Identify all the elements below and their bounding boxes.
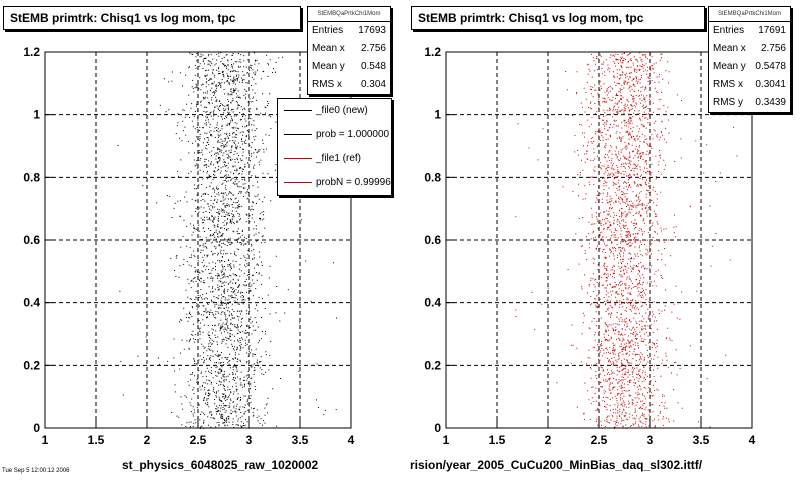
y-tick-label: 0.4 — [23, 296, 40, 310]
stats-row-mean-y: Mean y 0.548 — [312, 61, 386, 72]
y-tick-label: 0.2 — [23, 358, 40, 372]
stats-header: StEMBQaPrtkChi1Mom — [308, 7, 390, 22]
scatter-points — [515, 52, 738, 429]
legend-entry-file0: _file0 (new) — [278, 99, 391, 123]
x-tick-label: 3 — [647, 433, 654, 447]
stats-row-entries: Entries 17693 — [312, 25, 386, 36]
stats-row-rms-x: RMS x 0.3041 — [713, 79, 786, 90]
stats-row-mean-x: Mean x 2.756 — [713, 43, 786, 54]
stats-row-mean-y: Mean y 0.5478 — [713, 61, 786, 72]
y-tick-label: 1.2 — [424, 45, 441, 59]
stats-row-rms-x: RMS x 0.304 — [312, 79, 386, 90]
stats-header: StEMBQaPrtkChi1Mom — [709, 7, 790, 22]
y-tick-label: 0.8 — [23, 170, 40, 184]
stats-row-mean-x: Mean x 2.756 — [312, 43, 386, 54]
x-tick-label: 1.5 — [489, 433, 506, 447]
y-tick-label: 0.6 — [23, 233, 40, 247]
y-tick-label: 0 — [434, 421, 441, 435]
legend-entry-file1: _file1 (ref) — [278, 147, 391, 171]
x-tick-label: 2.5 — [190, 433, 207, 447]
chart-title: StEMB primtrk: Chisq1 vs log mom, tpc — [411, 6, 705, 30]
x-tick-label: 2.5 — [591, 433, 608, 447]
stats-box: StEMBQaPrtkChi1Mom Entries 17693 Mean x 2.… — [307, 6, 391, 95]
stats-row-entries: Entries 17691 — [713, 25, 786, 36]
x-tick-label: 3.5 — [292, 433, 309, 447]
legend: _file0 (new) prob = 1.000000 _file1 (ref… — [277, 98, 392, 196]
axis-ticks: 1 1.5 2 2.5 3 3.5 4 0 0.2 0.4 0.6 0.8 1 1.2 — [23, 45, 354, 447]
left-pad: 1 1.5 2 2.5 3 3.5 4 0 0.2 0.4 0.6 0.8 1 1.2 StEMB pri… — [3, 6, 392, 472]
x-tick-label: 3 — [246, 433, 253, 447]
x-tick-label: 4 — [348, 433, 355, 447]
x-tick-label: 3.5 — [693, 433, 710, 447]
y-tick-label: 1 — [33, 108, 40, 122]
right-pad: 1 1.5 2 2.5 3 3.5 4 0 0.2 0.4 0.6 0.8 1 1.2 StEMB pri… — [400, 0, 800, 480]
x-axis-label: rision/year_2005_CuCu200_MinBias_daq_sl3… — [410, 458, 703, 472]
x-tick-label: 2 — [545, 433, 552, 447]
x-tick-label: 1 — [443, 433, 450, 447]
y-tick-label: 0.8 — [424, 170, 441, 184]
x-tick-label: 2 — [144, 433, 151, 447]
y-tick-label: 0.6 — [424, 233, 441, 247]
y-tick-label: 0 — [33, 421, 40, 435]
legend-entry-prob: prob = 1.000000 — [278, 123, 391, 147]
x-tick-label: 4 — [749, 433, 756, 447]
x-axis-label: st_physics_6048025_raw_1020002 — [122, 458, 319, 472]
scatter-point-cloud — [515, 52, 738, 429]
y-tick-label: 0.4 — [424, 296, 441, 310]
legend-entry-probn: probN = 0.999960 — [278, 171, 391, 195]
y-tick-label: 0.2 — [424, 358, 441, 372]
chart-title: StEMB primtrk: Chisq1 vs log mom, tpc — [3, 6, 301, 30]
y-tick-label: 1.2 — [23, 45, 40, 59]
right-plot: 1 1.5 2 2.5 3 3.5 4 0 0.2 0.4 0.6 0.8 1 1.2 — [424, 45, 755, 447]
footer-timestamp: Tue Sep 5 12:00:12 2006 — [2, 468, 70, 474]
grid — [446, 52, 752, 428]
stats-box: StEMBQaPrtkChi1Mom Entries 17691 Mean x 2.… — [708, 6, 791, 113]
left-plot: 1 1.5 2 2.5 3 3.5 4 0 0.2 0.4 0.6 0.8 1 1.2 — [23, 45, 354, 447]
stats-row-rms-y: RMS y 0.3439 — [713, 97, 786, 108]
x-tick-label: 1 — [42, 433, 49, 447]
x-tick-label: 1.5 — [88, 433, 105, 447]
y-tick-label: 1 — [434, 108, 441, 122]
axis-ticks: 1 1.5 2 2.5 3 3.5 4 0 0.2 0.4 0.6 0.8 1 1.2 — [424, 45, 755, 447]
